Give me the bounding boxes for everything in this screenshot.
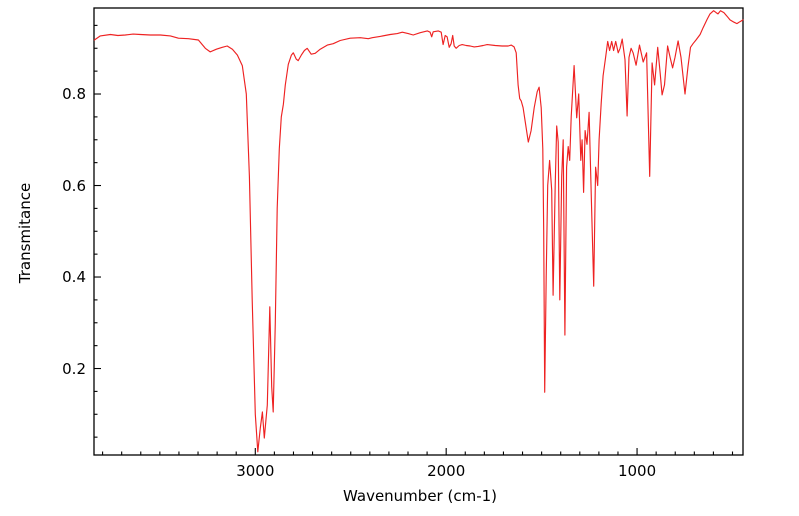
y-axis-label: Transmitance <box>16 182 34 284</box>
y-tick-label: 0.6 <box>62 176 86 195</box>
y-tick-label: 0.8 <box>62 85 86 103</box>
plot-border <box>93 7 744 456</box>
y-tick-label: 0.2 <box>62 359 86 378</box>
x-tick-label: 2000 <box>427 462 466 480</box>
x-tick-label: 1000 <box>617 462 657 480</box>
spectrum-line <box>93 10 744 453</box>
x-tick-label: 3000 <box>236 462 275 480</box>
x-axis-label: Wavenumber (cm-1) <box>343 487 497 505</box>
y-tick-label: 0.4 <box>62 268 86 287</box>
